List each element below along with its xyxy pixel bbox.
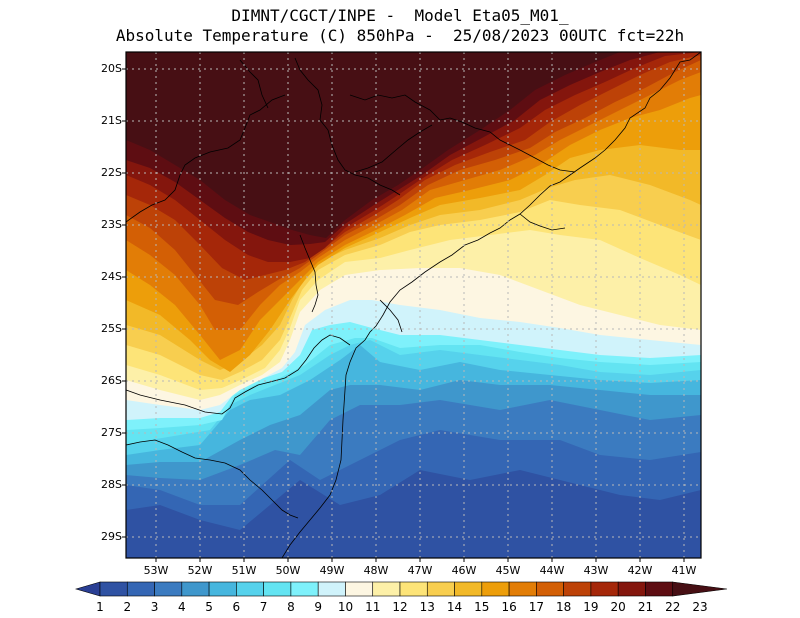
colorbar-tick-label: 1 xyxy=(96,600,104,614)
colorbar-tick-label: 17 xyxy=(528,600,544,614)
colorbar-tick-label: 19 xyxy=(583,600,599,614)
colorbar-tick-label: 5 xyxy=(205,600,213,614)
colorbar-swatch xyxy=(645,581,674,597)
colorbar-swatch xyxy=(290,581,319,597)
axis-ticks xyxy=(122,68,685,562)
lon-label: 43W xyxy=(583,564,609,577)
lon-label: 50W xyxy=(275,564,301,577)
colorbar-swatch xyxy=(454,581,483,597)
lon-label: 44W xyxy=(539,564,565,577)
lat-label: 28S xyxy=(101,478,122,491)
colorbar-tick-label: 18 xyxy=(555,600,572,614)
lat-label: 25S xyxy=(101,322,122,335)
lon-label: 48W xyxy=(363,564,389,577)
lon-label: 46W xyxy=(451,564,477,577)
colorbar-tick-label: 9 xyxy=(314,600,322,614)
lon-label: 52W xyxy=(187,564,213,577)
colorbar-swatch xyxy=(317,581,346,597)
colorbar-tick-label: 15 xyxy=(474,600,490,614)
coastline-borders xyxy=(126,52,701,558)
map-frame xyxy=(125,51,702,559)
colorbar-swatch xyxy=(617,581,646,597)
lat-label: 27S xyxy=(101,426,122,439)
lon-label: 42W xyxy=(627,564,653,577)
colorbar-swatch xyxy=(399,581,428,597)
colorbar-tick-label: 8 xyxy=(287,600,295,614)
colorbar-swatch xyxy=(372,581,401,597)
colorbar-tick-label: 16 xyxy=(501,600,517,614)
colorbar-swatch xyxy=(154,581,183,597)
colorbar xyxy=(74,581,728,597)
colorbar-tick-label: 21 xyxy=(637,600,654,614)
lat-label: 23S xyxy=(101,218,122,231)
lat-label: 26S xyxy=(101,374,122,387)
temperature-field xyxy=(126,52,701,558)
title-line-2: Absolute Temperature (C) 850hPa - 25/08/… xyxy=(115,26,685,45)
colorbar-tick-label: 2 xyxy=(123,600,132,614)
colorbar-tick-label: 14 xyxy=(446,600,463,614)
lat-label: 24S xyxy=(101,270,122,283)
colorbar-swatch xyxy=(236,581,264,597)
grid-lines xyxy=(126,52,701,558)
lat-label: 22S xyxy=(101,166,122,179)
lon-label: 51W xyxy=(231,564,257,577)
colorbar-swatch xyxy=(563,581,592,597)
colorbar-swatch xyxy=(426,581,455,597)
colorbar-swatch xyxy=(126,581,155,597)
colorbar-swatch xyxy=(590,581,619,597)
lon-label: 45W xyxy=(495,564,521,577)
colorbar-arrow-high xyxy=(672,581,728,597)
colorbar-tick-label: 13 xyxy=(419,600,435,614)
colorbar-swatch xyxy=(536,581,564,597)
colorbar-swatch xyxy=(263,581,292,597)
colorbar-swatch xyxy=(208,581,237,597)
colorbar-swatch xyxy=(481,581,510,597)
title-line-1: DIMNT/CGCT/INPE - Model Eta05_M01_ xyxy=(231,6,569,25)
colorbar-tick-label: 11 xyxy=(365,600,381,614)
colorbar-tick-label: 4 xyxy=(177,600,186,614)
lon-label: 49W xyxy=(319,564,345,577)
colorbar-arrow-low xyxy=(74,581,101,597)
colorbar-tick-label: 12 xyxy=(392,600,408,614)
colorbar-swatch xyxy=(181,581,210,597)
lat-label: 29S xyxy=(101,530,122,543)
colorbar-swatch xyxy=(508,581,537,597)
lat-label: 20S xyxy=(101,62,122,75)
colorbar-tick-label: 6 xyxy=(232,600,241,614)
lon-label: 53W xyxy=(143,564,169,577)
colorbar-tick-label: 22 xyxy=(665,600,681,614)
colorbar-swatch xyxy=(345,581,374,597)
colorbar-tick-label: 7 xyxy=(259,600,268,614)
colorbar-tick-label: 3 xyxy=(150,600,159,614)
lat-label: 21S xyxy=(101,114,122,127)
lon-label: 47W xyxy=(407,564,433,577)
lon-label: 41W xyxy=(671,564,697,577)
colorbar-tick-label: 10 xyxy=(337,600,354,614)
colorbar-swatch xyxy=(99,581,128,597)
colorbar-tick-label: 23 xyxy=(692,600,708,614)
colorbar-tick-label: 20 xyxy=(610,600,626,614)
